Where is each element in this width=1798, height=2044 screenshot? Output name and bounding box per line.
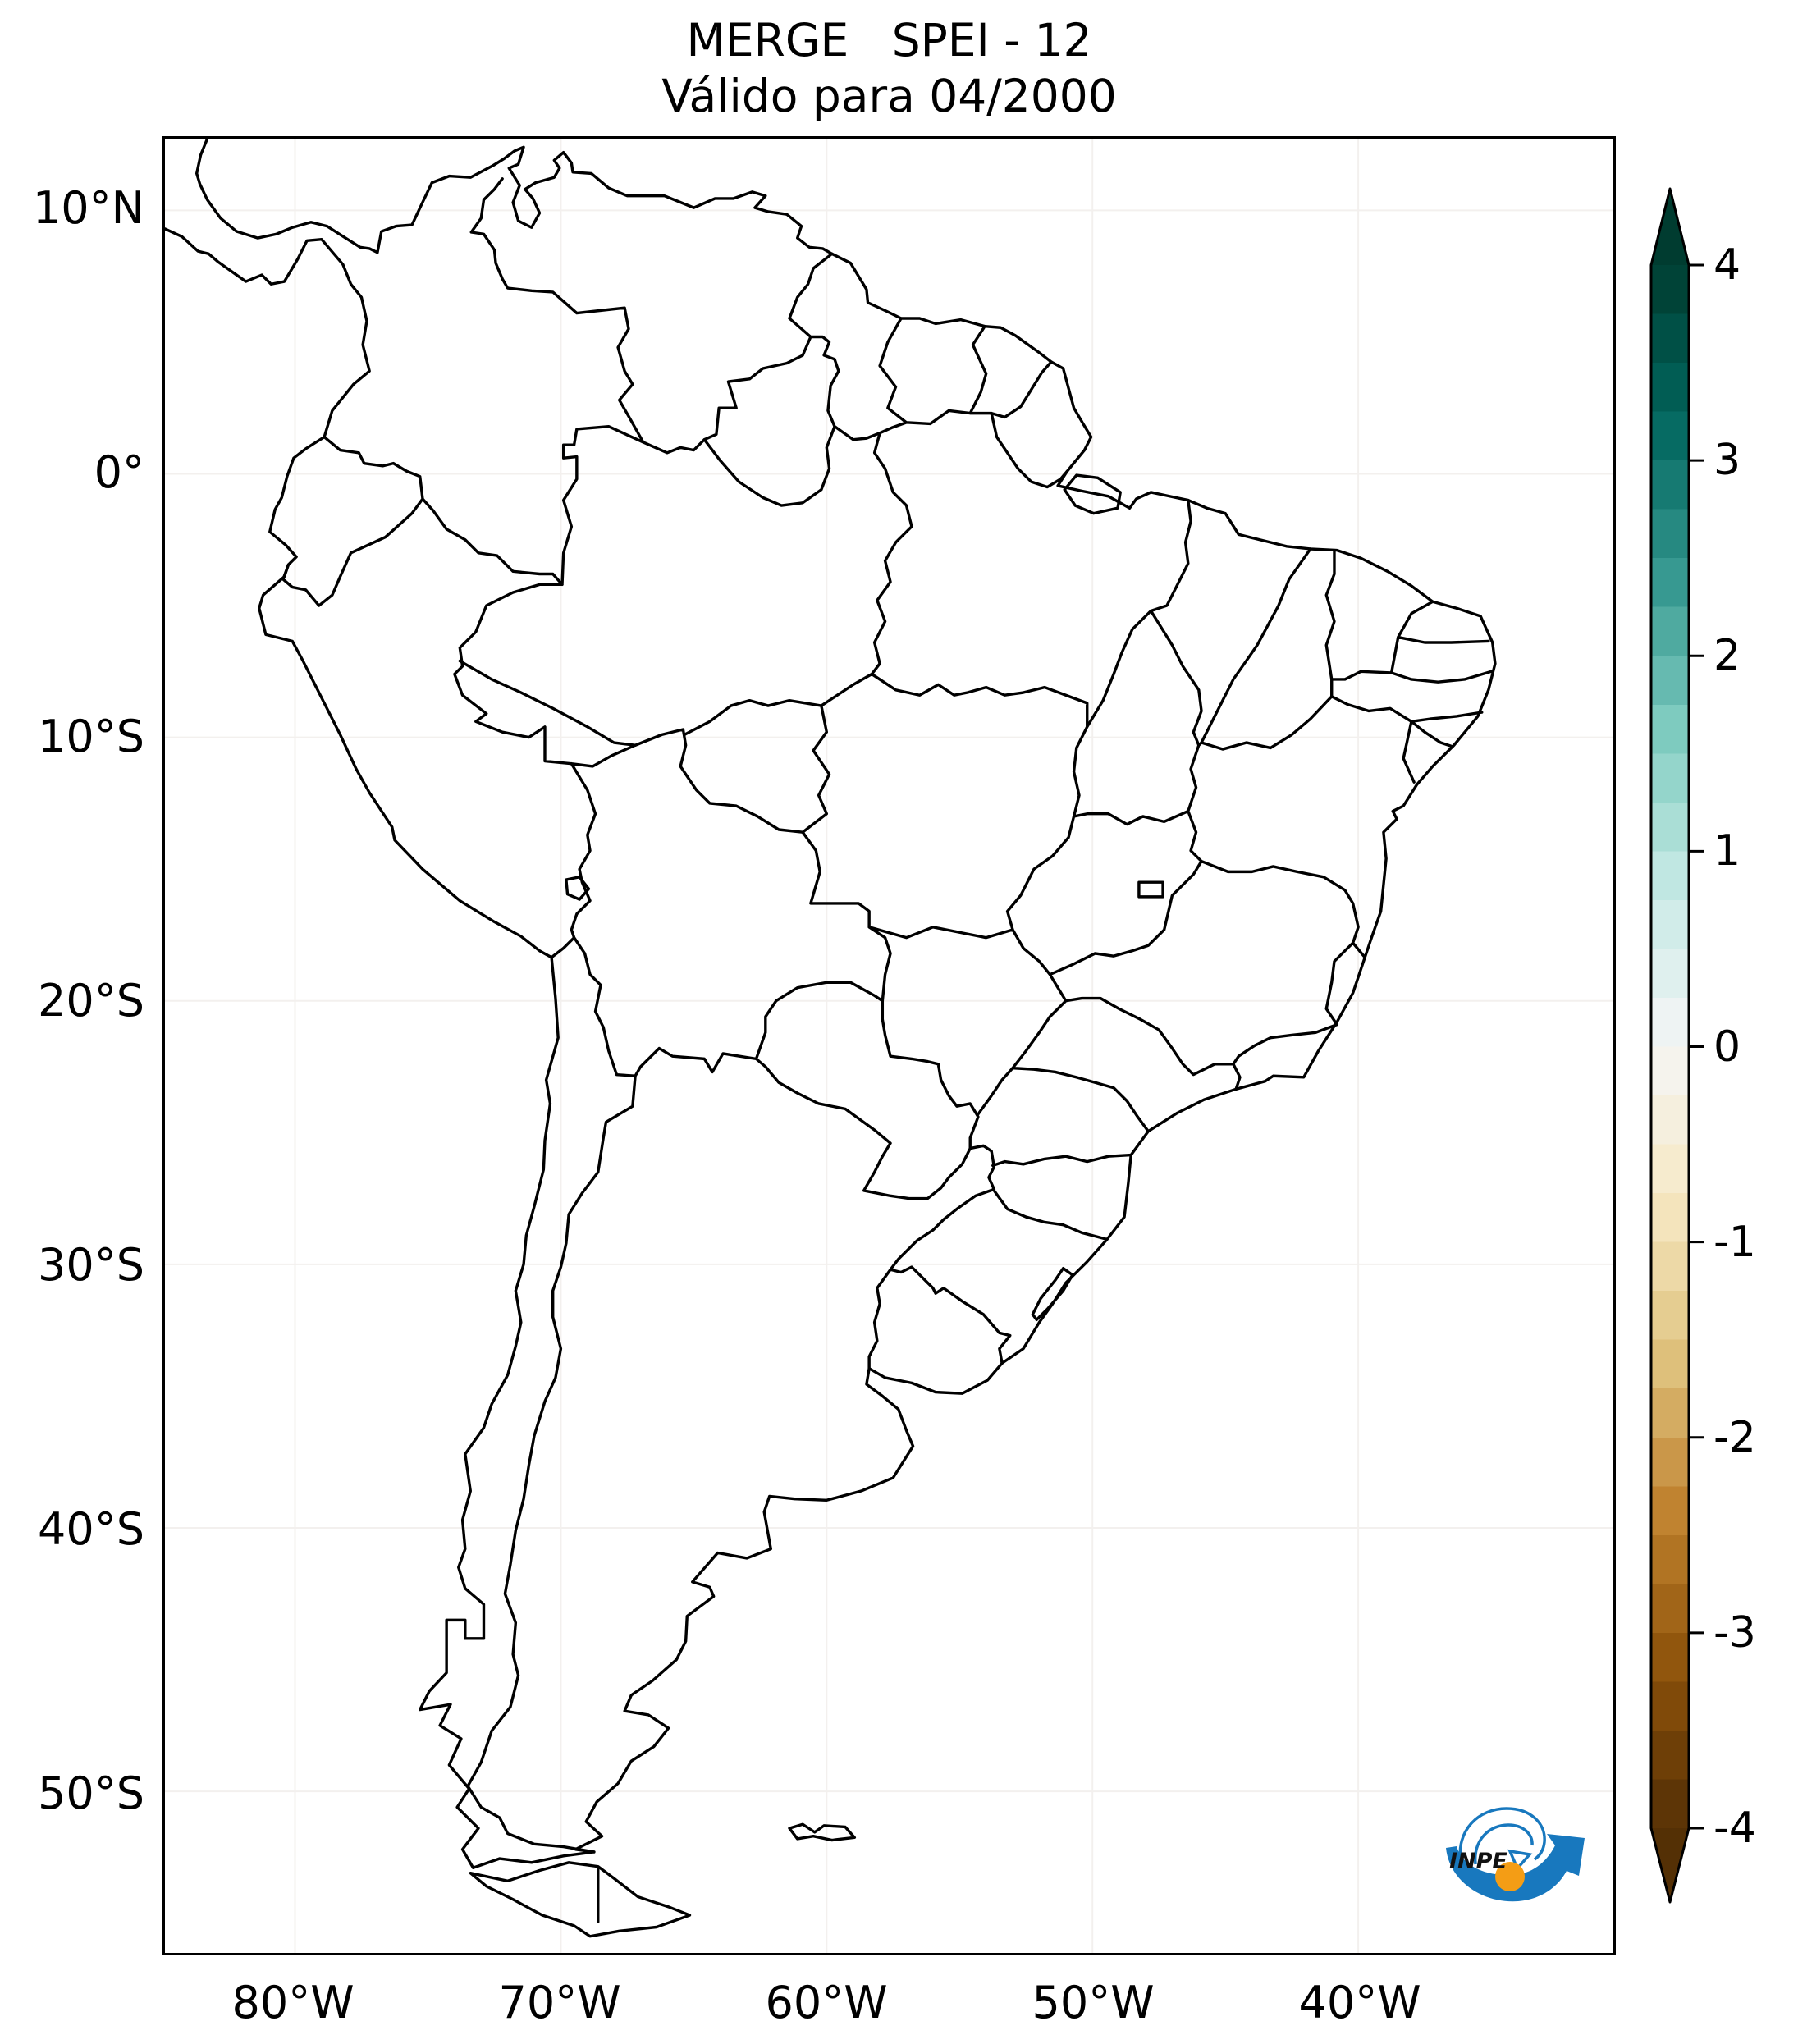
coastline (165, 139, 1495, 1868)
south-america-map (165, 139, 1613, 1953)
inpe-orbit-arrowhead-icon (1507, 1849, 1533, 1872)
colorbar-tick-label: 2 (1713, 631, 1741, 681)
lat-tick-label: 20°S (38, 974, 144, 1027)
lon-tick-label: 70°W (498, 1977, 621, 2028)
lat-tick-label: 40°S (38, 1502, 144, 1555)
colorbar (1649, 187, 1704, 1904)
colorbar-tick-label: 3 (1713, 436, 1741, 486)
lat-tick-label: 30°S (38, 1238, 144, 1291)
lon-tick-label: 60°W (765, 1977, 888, 2028)
colorbar-tick-label: -4 (1713, 1804, 1756, 1853)
country-borders (283, 179, 1051, 1852)
lat-tick-label: 0° (94, 446, 144, 498)
lat-tick-label: 10°S (38, 710, 144, 762)
lat-tick-label: 50°S (38, 1767, 144, 1819)
colorbar-bar (1649, 187, 1690, 1904)
graticule-gridlines (165, 139, 1613, 1953)
inpe-swoosh-arrow-icon (1446, 1834, 1585, 1902)
inpe-orbit-arc-icon (1458, 1807, 1546, 1863)
lon-tick-label: 50°W (1032, 1977, 1155, 2028)
brazil-state-borders (460, 414, 1491, 1240)
colorbar-tick-label: -1 (1713, 1217, 1756, 1267)
figure-title: MERGE SPEI - 12 (686, 14, 1092, 66)
inpe-orbit-arc-inner-icon (1474, 1823, 1534, 1865)
colorbar-tick-marks (1689, 263, 1704, 1830)
map-frame (162, 136, 1616, 1955)
figure-subtitle: Válido para 04/2000 (661, 70, 1117, 122)
lon-tick-label: 40°W (1298, 1977, 1421, 2028)
inpe-orange-sphere-icon (1495, 1862, 1525, 1891)
colorbar-tick-label: 1 (1713, 826, 1741, 876)
colorbar-tick-label: -2 (1713, 1412, 1756, 1462)
inpe-logo-text: INPE (1449, 1849, 1507, 1874)
colorbar-tick-label: 0 (1713, 1022, 1741, 1072)
inpe-logo: INPE (1446, 1807, 1585, 1902)
lon-tick-label: 80°W (231, 1977, 355, 2028)
lat-tick-label: 10°N (32, 181, 144, 234)
colorbar-tick-label: -3 (1713, 1607, 1756, 1658)
islands-and-lakes (470, 475, 1120, 1937)
colorbar-tick-label: 4 (1713, 240, 1741, 290)
